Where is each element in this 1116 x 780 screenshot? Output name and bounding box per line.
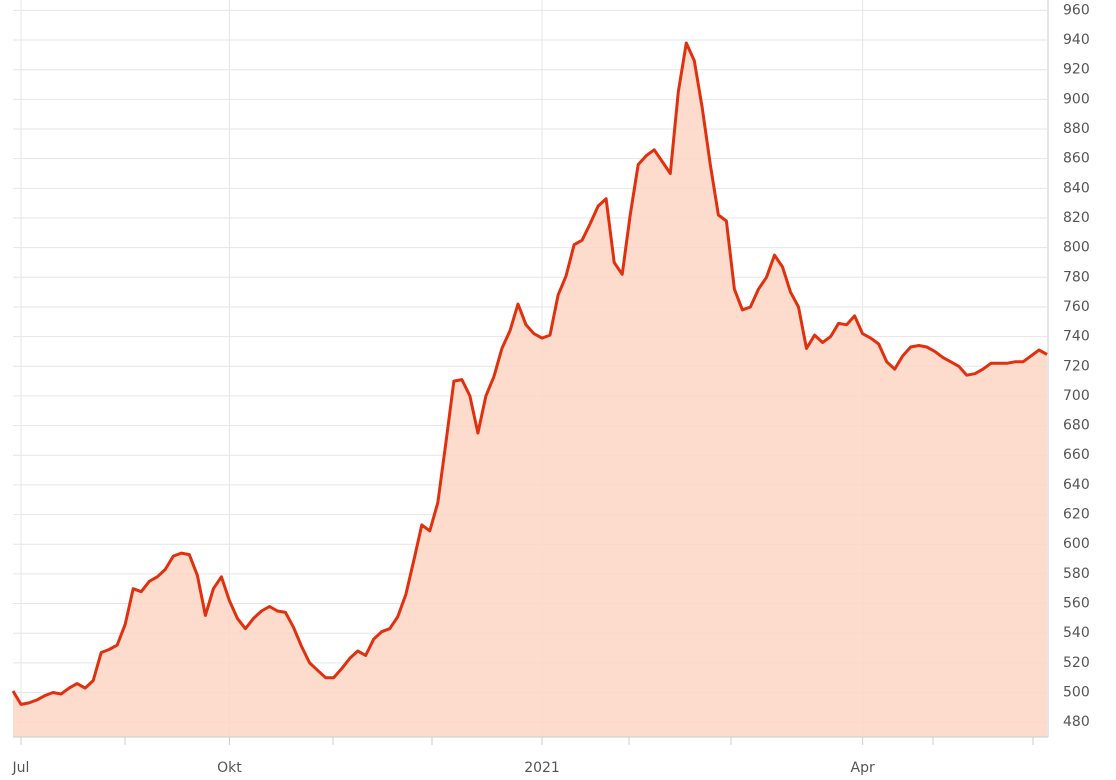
y-tick-label: 640 bbox=[1063, 477, 1090, 493]
y-tick-label: 960 bbox=[1063, 2, 1090, 18]
minor-ticks bbox=[124, 737, 1034, 745]
y-tick-label: 480 bbox=[1063, 714, 1090, 730]
y-tick-label: 540 bbox=[1063, 625, 1090, 641]
y-tick-label: 660 bbox=[1063, 447, 1090, 463]
y-tick-label: 720 bbox=[1063, 358, 1090, 374]
line bbox=[11, 41, 1048, 706]
y-tick-label: 700 bbox=[1063, 388, 1090, 404]
y-tick-label: 560 bbox=[1063, 596, 1090, 612]
y-tick-label: 760 bbox=[1063, 299, 1090, 315]
y-tick-label: 580 bbox=[1063, 566, 1090, 582]
y-tick-label: 900 bbox=[1063, 91, 1090, 107]
y-tick-label: 840 bbox=[1063, 180, 1090, 196]
y-tick-label: 880 bbox=[1063, 121, 1090, 137]
x-tick-label: Okt bbox=[217, 760, 242, 776]
y-tick-label: 940 bbox=[1063, 32, 1090, 48]
y-tick-label: 820 bbox=[1063, 210, 1090, 226]
area bbox=[13, 43, 1047, 737]
y-tick-label: 680 bbox=[1063, 418, 1090, 434]
y-tick-label: 520 bbox=[1063, 655, 1090, 671]
x-tick-label: 2021 bbox=[524, 760, 560, 776]
x-tick-label: Jul bbox=[12, 760, 30, 776]
y-tick-label: 740 bbox=[1063, 329, 1090, 345]
y-tick-label: 860 bbox=[1063, 151, 1090, 167]
y-tick-label: 800 bbox=[1063, 240, 1090, 256]
y-tick-label: 600 bbox=[1063, 536, 1090, 552]
y-tick-label: 920 bbox=[1063, 62, 1090, 78]
y-tick-label: 500 bbox=[1063, 685, 1090, 701]
y-tick-label: 780 bbox=[1063, 269, 1090, 285]
y-tick-label: 620 bbox=[1063, 507, 1090, 523]
x-tick-label: Apr bbox=[851, 760, 875, 776]
